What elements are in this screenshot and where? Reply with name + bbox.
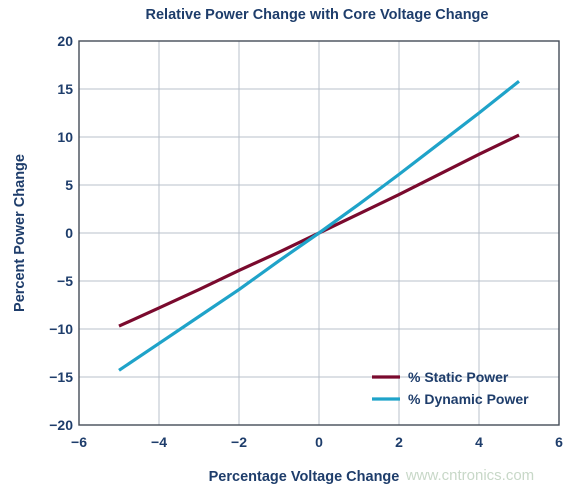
y-tick-label: 0 (65, 225, 73, 241)
y-tick-label: −15 (49, 369, 73, 385)
y-tick-label: −20 (49, 417, 73, 433)
x-tick-label: 2 (395, 434, 403, 450)
chart-title: Relative Power Change with Core Voltage … (146, 7, 489, 23)
x-tick-label: −6 (71, 434, 87, 450)
y-tick-label: 15 (57, 81, 73, 97)
y-tick-label: −10 (49, 321, 73, 337)
series-layer (118, 80, 520, 372)
y-tick-label: 20 (57, 33, 73, 49)
series-line-dynamic-power (118, 80, 520, 372)
legend: % Static Power % Dynamic Power (372, 369, 529, 407)
y-tick-label: 5 (65, 177, 73, 193)
x-tick-label: 4 (475, 434, 483, 450)
watermark: www.cntronics.com (405, 467, 534, 484)
plot-area (78, 40, 560, 426)
y-axis-label: Percent Power Change (12, 154, 28, 312)
x-tick-label: 0 (315, 434, 323, 450)
x-tick-label: −4 (151, 434, 167, 450)
y-tick-label: −5 (57, 273, 73, 289)
legend-label: % Dynamic Power (408, 391, 529, 407)
y-tick-label: 10 (57, 129, 73, 145)
x-axis-label: Percentage Voltage Change (209, 469, 400, 485)
x-tick-label: −2 (231, 434, 247, 450)
legend-label: % Static Power (408, 369, 509, 385)
x-tick-label: 6 (555, 434, 563, 450)
